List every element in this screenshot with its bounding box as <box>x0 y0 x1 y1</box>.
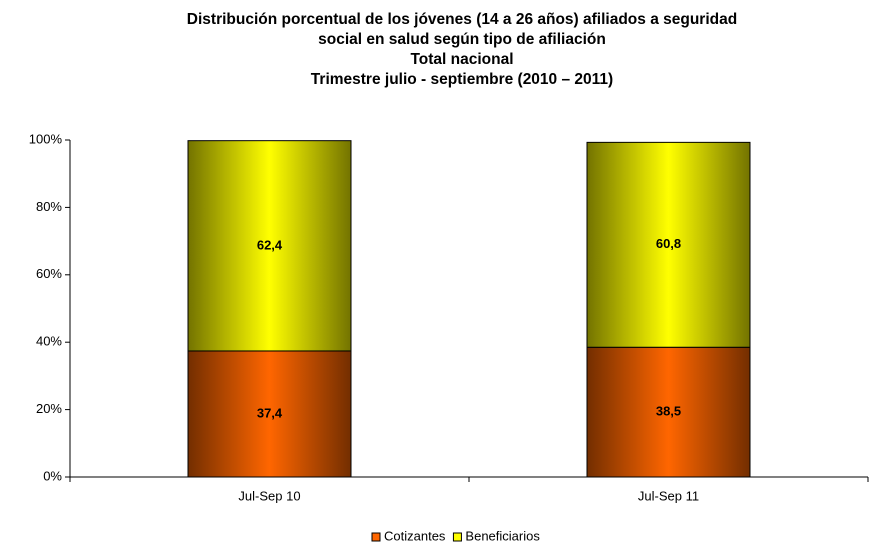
y-tick-label: 40% <box>36 334 62 349</box>
y-tick-label: 60% <box>36 266 62 281</box>
bar <box>187 140 352 352</box>
chart-title: Trimestre julio - septiembre (2010 – 201… <box>311 71 613 88</box>
x-tick-label: Jul-Sep 10 <box>238 488 300 503</box>
bar <box>586 346 751 478</box>
value-label: 60,8 <box>656 236 681 251</box>
x-tick-label: Jul-Sep 11 <box>638 488 699 503</box>
value-label: 62,4 <box>257 237 283 252</box>
value-label: 38,5 <box>656 404 681 419</box>
y-tick-label: 80% <box>36 199 62 214</box>
legend-label: Beneficiarios <box>465 528 540 543</box>
legend-swatch <box>371 532 381 542</box>
bar <box>187 350 352 478</box>
chart-title: Total nacional <box>410 51 513 68</box>
y-tick-label: 100% <box>29 131 63 146</box>
legend-swatch <box>452 532 462 542</box>
y-tick-label: 0% <box>43 468 62 483</box>
y-tick-label: 20% <box>36 401 62 416</box>
chart-title: social en salud según tipo de afiliación <box>318 31 606 48</box>
bar <box>586 141 751 348</box>
legend-label: Cotizantes <box>384 528 446 543</box>
chart-title: Distribución porcentual de los jóvenes (… <box>187 11 737 28</box>
value-label: 37,4 <box>257 405 283 420</box>
